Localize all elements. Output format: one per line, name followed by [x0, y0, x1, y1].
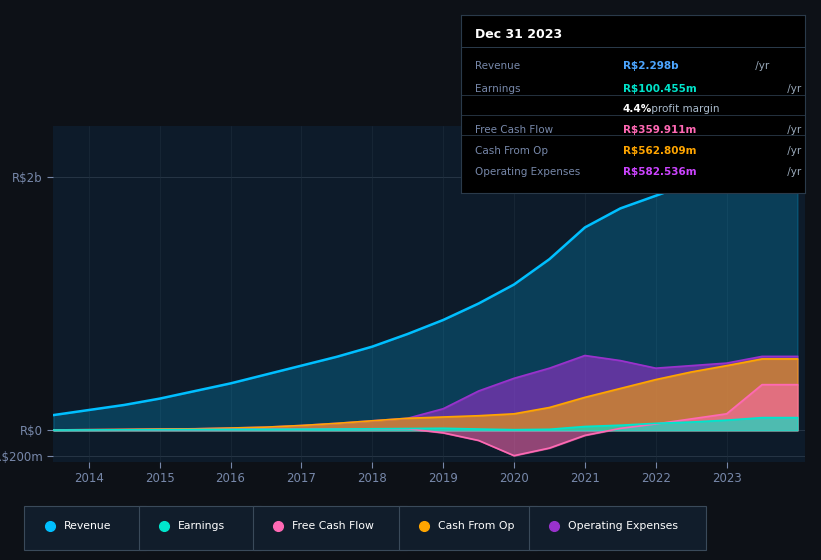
Text: R$100.455m: R$100.455m [622, 83, 696, 94]
Text: R$2.298b: R$2.298b [622, 62, 678, 72]
Text: R$582.536m: R$582.536m [622, 167, 696, 178]
Text: /yr: /yr [784, 125, 801, 134]
Text: Cash From Op: Cash From Op [438, 521, 515, 531]
Text: Free Cash Flow: Free Cash Flow [292, 521, 374, 531]
Text: /yr: /yr [784, 83, 801, 94]
Text: Free Cash Flow: Free Cash Flow [475, 125, 553, 134]
FancyBboxPatch shape [529, 506, 706, 550]
FancyBboxPatch shape [253, 506, 406, 550]
Text: profit margin: profit margin [649, 104, 720, 114]
Text: Earnings: Earnings [178, 521, 225, 531]
Text: Operating Expenses: Operating Expenses [475, 167, 580, 178]
Text: /yr: /yr [784, 167, 801, 178]
Text: Revenue: Revenue [64, 521, 111, 531]
Text: /yr: /yr [752, 62, 769, 72]
Text: 4.4%: 4.4% [622, 104, 652, 114]
Text: R$562.809m: R$562.809m [622, 146, 696, 156]
FancyBboxPatch shape [25, 506, 146, 550]
Text: /yr: /yr [784, 146, 801, 156]
Text: Dec 31 2023: Dec 31 2023 [475, 27, 562, 40]
Text: Cash From Op: Cash From Op [475, 146, 548, 156]
Text: Revenue: Revenue [475, 62, 521, 72]
Text: R$359.911m: R$359.911m [622, 125, 696, 134]
FancyBboxPatch shape [399, 506, 537, 550]
Text: Operating Expenses: Operating Expenses [568, 521, 678, 531]
FancyBboxPatch shape [139, 506, 261, 550]
Text: Earnings: Earnings [475, 83, 521, 94]
